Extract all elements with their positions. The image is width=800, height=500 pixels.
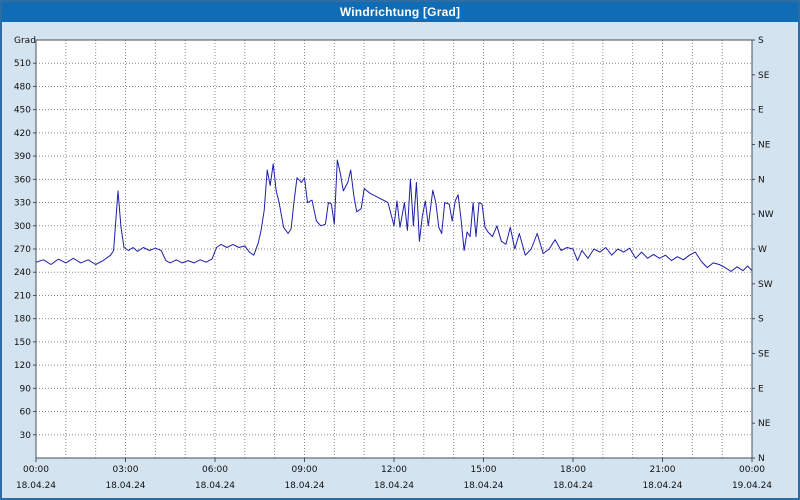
x-tick-date-label: 18.04.24 (553, 481, 593, 491)
y-tick-label: 360 (14, 175, 31, 185)
x-tick-time-label: 00:00 (23, 465, 49, 475)
x-tick-date-label: 18.04.24 (105, 481, 145, 491)
y-tick-label: 390 (14, 152, 31, 162)
y-tick-label: 450 (14, 106, 31, 116)
x-tick-time-label: 18:00 (560, 465, 586, 475)
x-tick-date-label: 18.04.24 (463, 481, 503, 491)
x-tick-time-label: 21:00 (650, 465, 676, 475)
y-tick-label: 30 (20, 431, 32, 441)
compass-label: W (758, 245, 767, 255)
x-tick-time-label: 12:00 (381, 465, 407, 475)
compass-label: E (758, 384, 764, 394)
x-tick-time-label: 09:00 (292, 465, 318, 475)
compass-label: SE (758, 71, 770, 81)
compass-label: SE (758, 350, 770, 360)
y-tick-label: 90 (20, 384, 32, 394)
compass-label: E (758, 106, 764, 116)
y-tick-label: 330 (14, 199, 31, 209)
compass-label: NW (758, 210, 774, 220)
x-tick-time-label: 00:00 (739, 465, 765, 475)
compass-label: NE (758, 419, 771, 429)
page-title: Windrichtung [Grad] (339, 5, 461, 19)
chart-svg: Grad 30 60 90 120 150 180 210 240 270 300 330 360 39… (14, 36, 774, 491)
window-title-bar: Windrichtung [Grad] (2, 2, 798, 22)
x-tick-time-label: 15:00 (471, 465, 497, 475)
x-tick-time-label: 06:00 (202, 465, 228, 475)
y-tick-label: 270 (14, 245, 31, 255)
compass-label: N (758, 454, 765, 464)
y-tick-label: 480 (14, 82, 31, 92)
x-tick-date-label: 18.04.24 (195, 481, 235, 491)
compass-label: NE (758, 141, 771, 151)
wind-direction-line (35, 159, 753, 272)
y-tick-label: 240 (14, 268, 31, 278)
y-tick-label: 420 (14, 129, 31, 139)
y-tick-label: 60 (20, 408, 32, 418)
y-tick-label: 150 (14, 338, 31, 348)
chart-area: Grad 30 60 90 120 150 180 210 240 270 300 330 360 39… (2, 22, 798, 498)
y-tick-label: 300 (14, 222, 31, 232)
compass-label: N (758, 175, 765, 185)
compass-label: S (758, 36, 764, 46)
y-tick-label: 210 (14, 291, 31, 301)
y-axis-unit-label: Grad (14, 36, 36, 46)
x-tick-date-label: 18.04.24 (374, 481, 414, 491)
x-tick-time-label: 03:00 (113, 465, 139, 475)
x-tick-date-label: 18.04.24 (284, 481, 324, 491)
x-tick-date-label: 18.04.24 (16, 481, 56, 491)
x-tick-date-label: 19.04.24 (732, 481, 772, 491)
x-tick-date-label: 18.04.24 (642, 481, 682, 491)
y-tick-label: 120 (14, 361, 31, 371)
y-tick-label: 510 (14, 59, 31, 69)
y-tick-label: 180 (14, 315, 31, 325)
compass-label: SW (758, 280, 773, 290)
compass-label: S (758, 315, 764, 325)
